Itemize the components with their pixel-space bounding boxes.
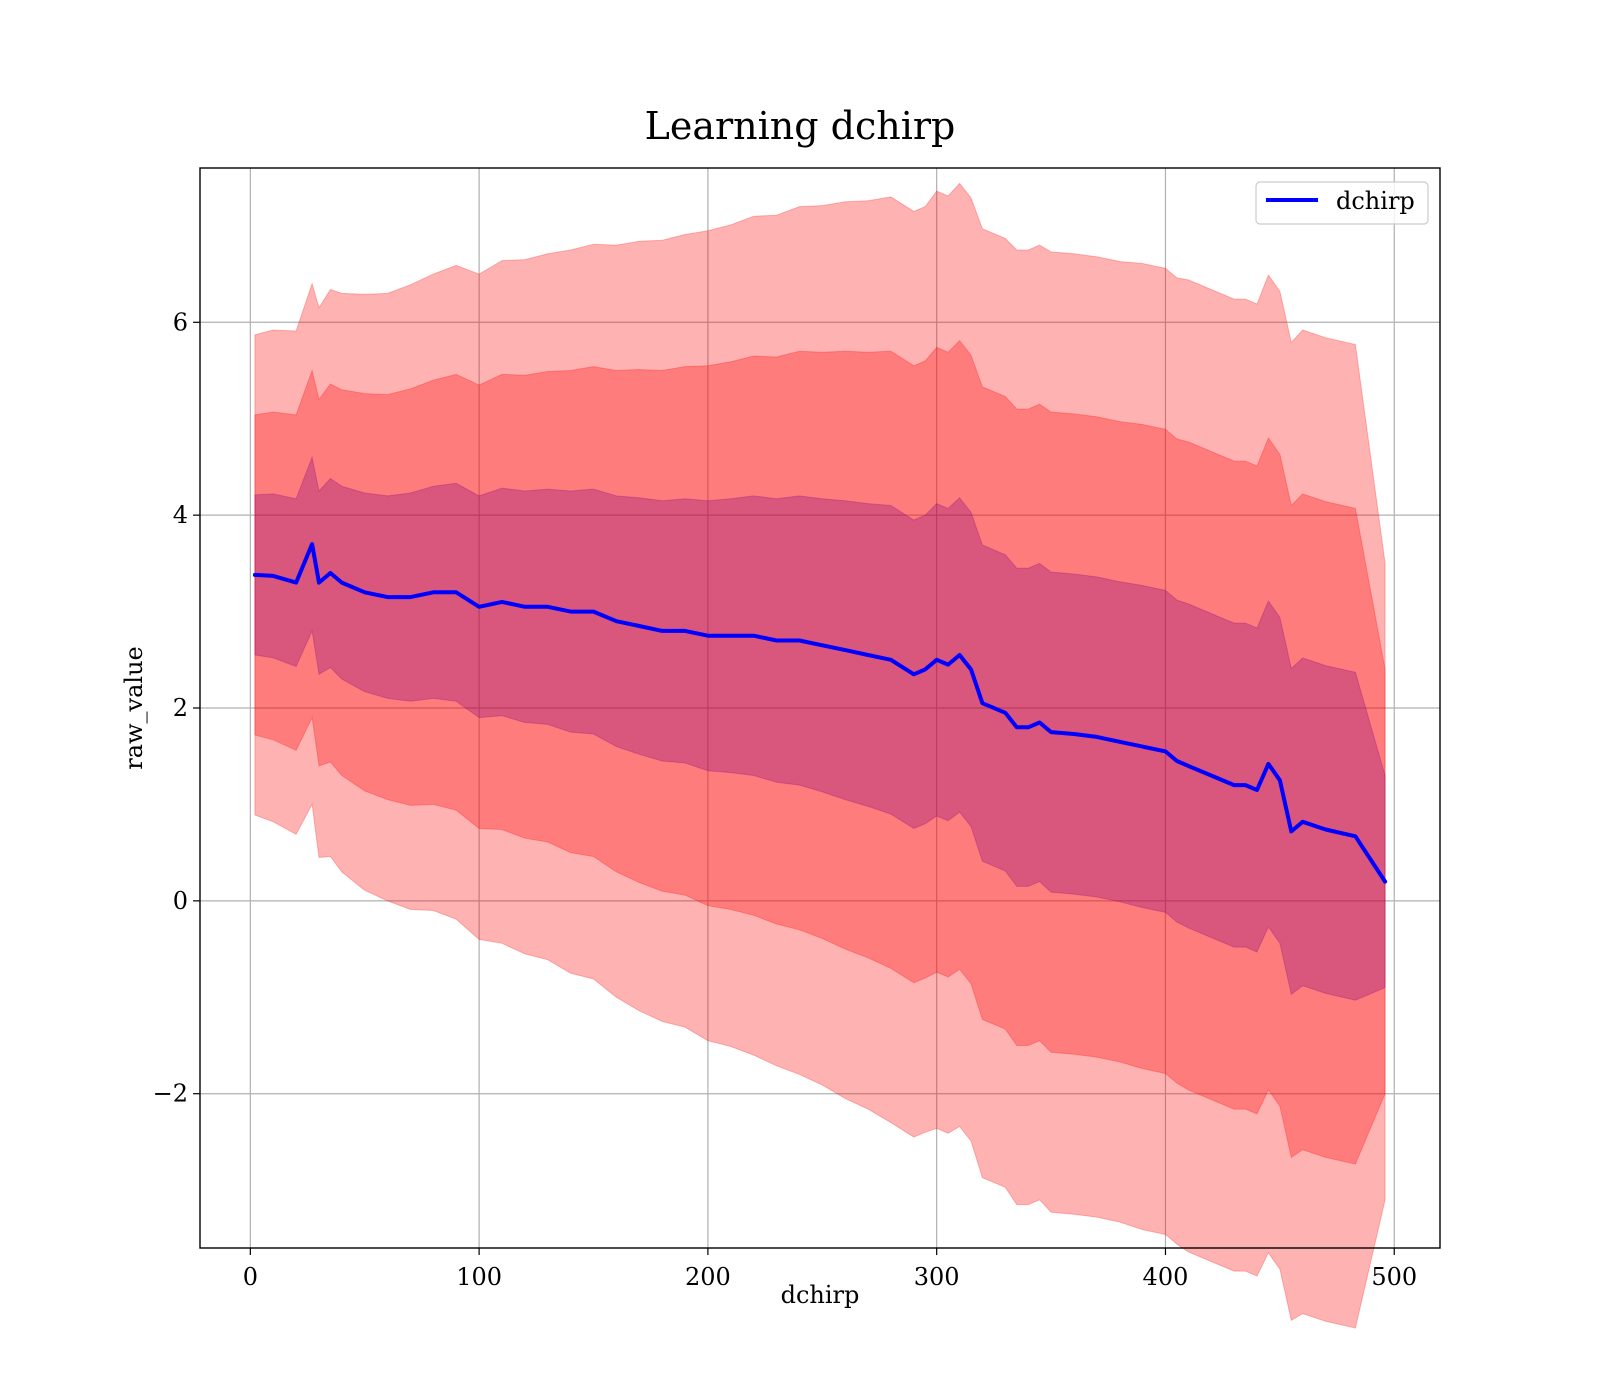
confidence-band-1sigma [254, 455, 1386, 1001]
x-tick-label: 0 [243, 1263, 258, 1291]
x-tick-label: 200 [685, 1263, 731, 1291]
confidence-band-2sigma [254, 339, 1386, 1165]
series-line-dchirp [252, 542, 1388, 884]
confidence-band-3sigma [254, 182, 1386, 1329]
y-axis-label: raw_value [120, 646, 148, 770]
y-tick-label: 0 [173, 887, 188, 915]
x-tick-label: 100 [456, 1263, 502, 1291]
legend-label: dchirp [1336, 187, 1415, 215]
legend: dchirp [1255, 181, 1429, 225]
x-tick-label: 500 [1371, 1263, 1417, 1291]
x-tick-label: 300 [914, 1263, 960, 1291]
y-tick-label: 4 [173, 501, 188, 529]
axis-ticks: 0 100 200 300 400 500 −2 0 2 4 6 [153, 308, 1418, 1291]
y-tick-label: −2 [153, 1080, 188, 1108]
y-tick-label: 6 [173, 308, 188, 336]
chart-title: Learning dchirp [645, 104, 956, 148]
series-lines [252, 542, 1388, 884]
x-axis-label: dchirp [781, 1281, 860, 1309]
x-tick-label: 400 [1143, 1263, 1189, 1291]
y-tick-label: 2 [173, 694, 188, 722]
grid [200, 168, 1440, 1248]
legend-box [1255, 181, 1429, 225]
uncertainty-bands [254, 182, 1386, 1329]
